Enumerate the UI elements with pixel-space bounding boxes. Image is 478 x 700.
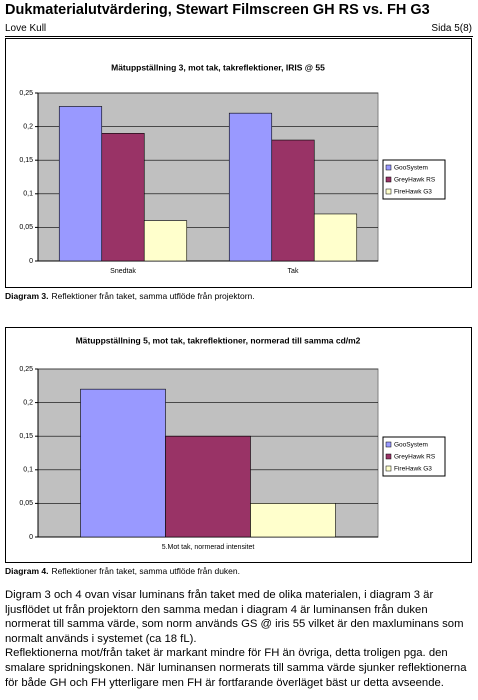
- caption: Diagram 3. Reflektioner från taket, samma…: [5, 291, 255, 301]
- legend-label: GooSystem: [394, 165, 428, 172]
- bar: [250, 503, 336, 538]
- bar: [313, 213, 358, 262]
- legend-label: GooSystem: [394, 442, 428, 449]
- x-tick-label: Tak: [288, 268, 299, 275]
- author: Love Kull: [5, 23, 47, 34]
- y-tick-label: 0,05: [19, 500, 33, 507]
- y-tick-label: 0,25: [19, 90, 33, 97]
- bar: [228, 112, 273, 262]
- x-tick-label: 5.Mot tak, normerad intensitet: [162, 544, 255, 551]
- caption-label: Diagram 4.: [5, 566, 49, 576]
- caption-text: Reflektioner från taket, samma utflöde f…: [51, 291, 255, 301]
- chart-title: Mätuppställning 3, mot tak, takreflektio…: [111, 62, 325, 72]
- body-text: Digram 3 och 4 ovan visar luminans från …: [5, 588, 473, 690]
- legend-swatch: [385, 453, 392, 460]
- legend-swatch: [385, 188, 392, 195]
- legend-label: FireHawk G3: [394, 189, 432, 196]
- y-tick-label: 0: [29, 258, 33, 265]
- legend-box: [382, 159, 446, 200]
- paragraph: Reflektionerna mot/från taket är markant…: [5, 647, 467, 689]
- legend-swatch: [385, 164, 392, 171]
- caption-label: Diagram 3.: [5, 291, 49, 301]
- y-tick-label: 0,1: [23, 191, 33, 198]
- y-tick-label: 0,15: [19, 157, 33, 164]
- chart: Mätuppställning 5, mot tak, takreflektio…: [5, 327, 472, 563]
- legend-swatch: [385, 176, 392, 183]
- document-title: Dukmaterialutvärdering, Stewart Filmscre…: [5, 2, 430, 18]
- bar: [143, 220, 188, 262]
- y-tick-label: 0,15: [19, 433, 33, 440]
- legend-swatch: [385, 441, 392, 448]
- caption-text: Reflektioner från taket, samma utflöde f…: [51, 566, 240, 576]
- legend-swatch: [385, 465, 392, 472]
- y-tick-label: 0,25: [19, 366, 33, 373]
- caption: Diagram 4. Reflektioner från taket, samma…: [5, 566, 240, 576]
- bar: [101, 133, 145, 262]
- y-tick-label: 0,1: [23, 467, 33, 474]
- legend-label: FireHawk G3: [394, 466, 432, 473]
- page-number: Sida 5(8): [431, 23, 472, 34]
- y-tick-label: 0: [29, 534, 33, 541]
- header-rule: [5, 36, 473, 37]
- bar: [271, 139, 315, 262]
- y-tick-label: 0,2: [23, 399, 33, 406]
- legend-box: [382, 436, 446, 477]
- chart-title: Mätuppställning 5, mot tak, takreflektio…: [76, 335, 361, 345]
- bar: [80, 388, 166, 538]
- bar: [165, 435, 251, 538]
- x-tick-label: Snedtak: [110, 268, 136, 275]
- legend-label: GreyHawk RS: [394, 454, 436, 461]
- paragraph: Digram 3 och 4 ovan visar luminans från …: [5, 589, 464, 645]
- y-tick-label: 0,2: [23, 123, 33, 130]
- bar: [58, 106, 103, 262]
- y-tick-label: 0,05: [19, 224, 33, 231]
- chart: Mätuppställning 3, mot tak, takreflektio…: [5, 38, 472, 288]
- legend-label: GreyHawk RS: [394, 177, 436, 184]
